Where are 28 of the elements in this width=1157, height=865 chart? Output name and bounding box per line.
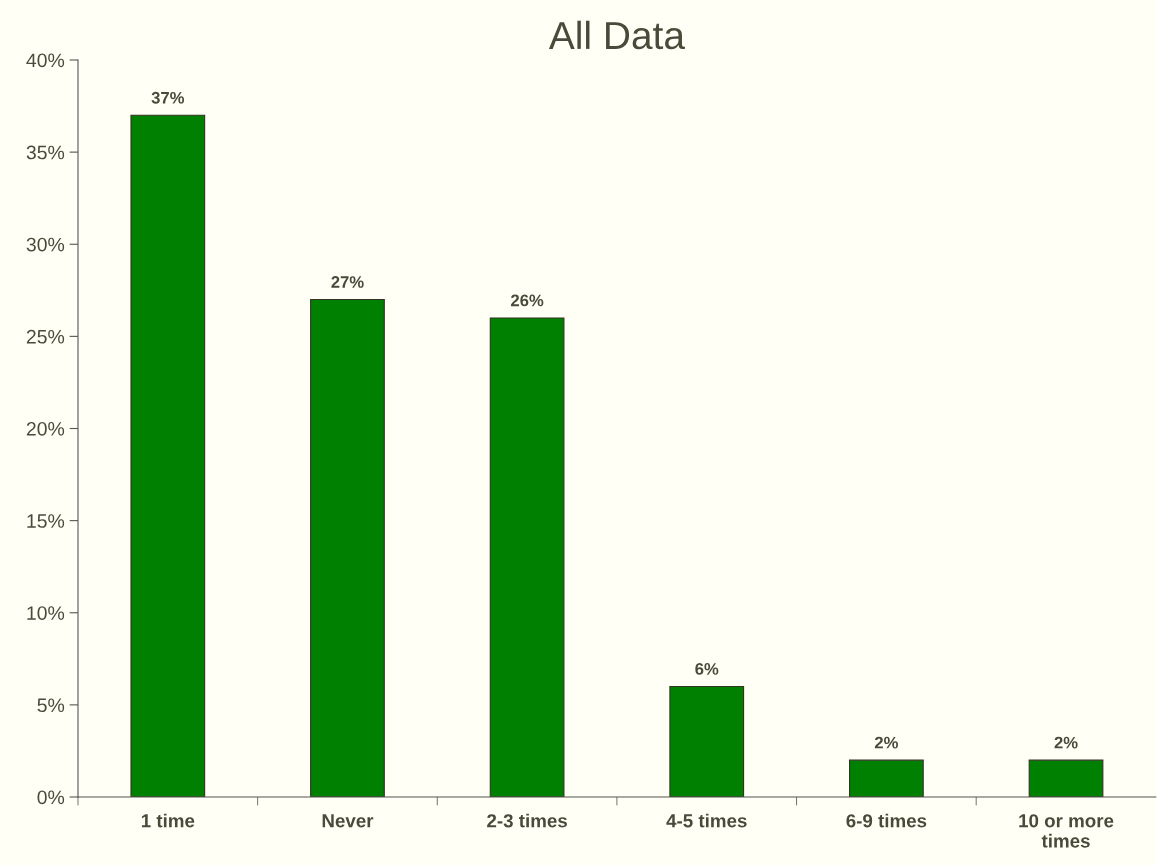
bar <box>310 298 385 797</box>
data-label: 26% <box>511 294 544 307</box>
y-tick-label: 35% <box>26 145 65 160</box>
data-label: 27% <box>331 276 364 288</box>
chart-title: All Data <box>548 20 685 50</box>
y-tick-label: 40% <box>26 53 65 68</box>
y-tick-label: 10% <box>27 606 65 620</box>
x-tick-label: 2-3 times <box>487 813 567 828</box>
y-tick-label: 0% <box>37 790 65 805</box>
y-tick-label: 30% <box>26 237 65 252</box>
bar <box>849 759 924 797</box>
x-tick-label: 10 or more times <box>1019 814 1114 848</box>
bar <box>1028 759 1104 797</box>
y-tick-label: 5% <box>37 698 65 713</box>
bar <box>130 114 206 797</box>
y-tick-label: 25% <box>26 329 65 344</box>
x-tick-label: 6-9 times <box>846 813 927 828</box>
y-tick-label: 15% <box>27 514 65 528</box>
x-tick-label: 1 time <box>141 813 195 828</box>
data-label: 2% <box>1054 736 1078 749</box>
x-tick-label: 4-5 times <box>666 813 747 828</box>
y-tick-label: 20% <box>26 421 65 436</box>
x-tick-label: Never <box>322 814 374 828</box>
bar <box>489 317 565 797</box>
bar <box>669 685 745 797</box>
data-label: 2% <box>874 736 898 749</box>
data-label: 6% <box>695 663 719 675</box>
data-label: 37% <box>151 91 185 104</box>
